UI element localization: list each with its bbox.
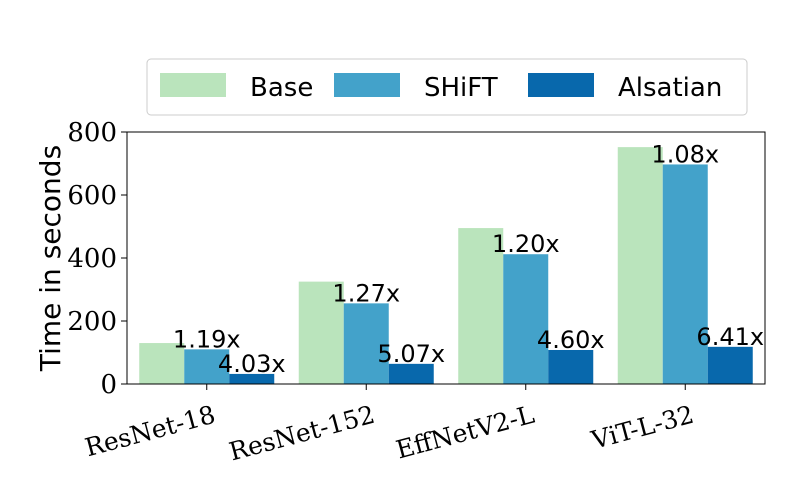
data-label: 4.03x <box>218 350 286 378</box>
data-label: 1.19x <box>173 325 241 353</box>
bar-base-resnet-152 <box>298 281 344 384</box>
legend: Base SHiFT Alsatian <box>146 58 748 116</box>
y-axis: 0 200 400 600 800 <box>67 118 127 400</box>
x-tick-label: ResNet-18 <box>82 400 218 463</box>
bar-shift-resnet-152 <box>343 303 389 384</box>
legend-swatch-base <box>160 73 226 97</box>
bar-shift-resnet-18 <box>184 349 230 384</box>
bar-base-resnet-18 <box>139 343 185 384</box>
data-label: 5.07x <box>377 340 445 368</box>
y-tick-label: 200 <box>67 307 117 337</box>
bar-base-effnetv2-l <box>458 228 504 384</box>
legend-box <box>146 58 748 116</box>
bar-shift-vit-l-32 <box>662 164 708 384</box>
bar-shift-effnetv2-l <box>503 254 549 384</box>
data-label: 4.60x <box>537 326 605 354</box>
y-tick-label: 800 <box>67 118 117 148</box>
bar-alsatian-resnet-152 <box>388 363 434 384</box>
legend-label-base: Base <box>250 73 313 103</box>
data-label: 1.27x <box>332 279 400 307</box>
x-tick-label: ViT-L-32 <box>588 400 697 455</box>
legend-swatch-alsatian <box>528 73 594 97</box>
data-label: 1.08x <box>651 140 719 168</box>
y-tick-label: 600 <box>67 181 117 211</box>
bar-base-vit-l-32 <box>617 147 663 384</box>
y-axis-title: Time in seconds <box>34 145 67 372</box>
x-tick-label: ResNet-152 <box>226 400 378 467</box>
legend-label-alsatian: Alsatian <box>618 73 722 103</box>
y-tick-label: 0 <box>100 370 117 400</box>
bars <box>139 147 753 384</box>
bar-alsatian-resnet-18 <box>229 373 275 384</box>
x-axis: ResNet-18 ResNet-152 EffNetV2-L ViT-L-32 <box>82 384 697 466</box>
x-tick-label: EffNetV2-L <box>393 400 537 465</box>
data-label: 1.20x <box>492 230 560 258</box>
legend-swatch-shift <box>334 73 400 97</box>
y-tick-label: 400 <box>67 244 117 274</box>
data-label: 6.41x <box>696 323 764 351</box>
bar-alsatian-effnetv2-l <box>548 349 594 384</box>
legend-label-shift: SHiFT <box>424 73 498 103</box>
bar-alsatian-vit-l-32 <box>707 346 753 384</box>
